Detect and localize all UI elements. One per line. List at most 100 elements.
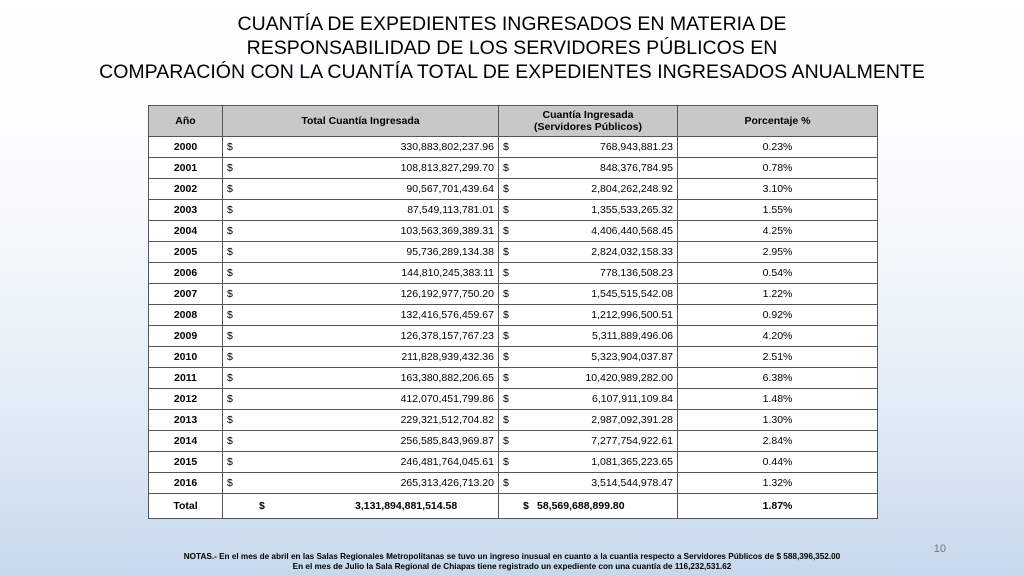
servers-amount: 1,212,996,500.51	[591, 309, 673, 321]
table-row: 2010 $211,828,939,432.36 $5,323,904,037.87…	[148, 346, 878, 368]
title-line-3: COMPARACIÓN CON LA CUANTÍA TOTAL DE EXPE…	[99, 61, 925, 83]
servers-amount: 768,943,881.23	[600, 141, 673, 153]
percent-cell: 0.78%	[677, 157, 878, 179]
total-amount: 103,563,369,389.31	[400, 225, 494, 237]
table-row: 2002 $90,567,701,439.64 $2,804,262,248.92 3…	[148, 178, 878, 200]
year-cell: 2005	[148, 241, 223, 263]
total-amount-cell: $256,585,843,969.87	[222, 430, 499, 452]
table-row: 2013 $229,321,512,704.82 $2,987,092,391.28…	[148, 409, 878, 431]
currency-symbol: $	[503, 330, 509, 342]
year-cell: 2000	[148, 136, 223, 158]
percent-cell: 2.95%	[677, 241, 878, 263]
currency-symbol: $	[227, 414, 233, 426]
header-servers-line-1: Cuantía Ingresada	[542, 109, 634, 121]
total-amount-cell: $87,549,113,781.01	[222, 199, 499, 221]
currency-symbol: $	[227, 456, 233, 468]
percent-cell: 6.38%	[677, 367, 878, 389]
header-year: Año	[148, 105, 223, 137]
year-cell: 2008	[148, 304, 223, 326]
percent-cell: 0.44%	[677, 451, 878, 473]
currency-symbol: $	[503, 456, 509, 468]
table-row: 2000 $330,883,802,237.96 $768,943,881.23 0.…	[148, 136, 878, 158]
servers-amount: 3,514,544,978.47	[591, 477, 673, 489]
currency-symbol: $	[227, 141, 233, 153]
table-row: 2012 $412,070,451,799.86 $6,107,911,109.84…	[148, 388, 878, 410]
currency-symbol: $	[503, 477, 509, 489]
servers-amount: 2,804,262,248.92	[591, 183, 673, 195]
table-row: 2016 $265,313,426,713.20 $3,514,544,978.47…	[148, 472, 878, 494]
currency-symbol: $	[227, 477, 233, 489]
servers-amount-cell: $768,943,881.23	[498, 136, 678, 158]
servers-amount-cell: $2,987,092,391.28	[498, 409, 678, 431]
header-total: Total Cuantía Ingresada	[222, 105, 499, 137]
total-amount: 126,378,157,767.23	[400, 330, 494, 342]
total-amount: 132,416,576,459.67	[400, 309, 494, 321]
servers-amount: 1,545,515,542.08	[591, 288, 673, 300]
table-row: 2014 $256,585,843,969.87 $7,277,754,922.61…	[148, 430, 878, 452]
note-line-2: En el mes de Julio la Sala Regional de C…	[292, 562, 732, 571]
currency-symbol: $	[503, 288, 509, 300]
year-cell: 2003	[148, 199, 223, 221]
currency-symbol: $	[259, 500, 265, 512]
table-row: 2007 $126,192,977,750.20 $1,545,515,542.08…	[148, 283, 878, 305]
servers-amount: 4,406,440,568.45	[591, 225, 673, 237]
servers-amount-cell: $10,420,989,282.00	[498, 367, 678, 389]
total-amount-cell: $126,192,977,750.20	[222, 283, 499, 305]
year-cell: 2011	[148, 367, 223, 389]
amounts-table: Año Total Cuantía Ingresada Cuantía Ingr…	[148, 105, 878, 519]
year-cell: 2015	[148, 451, 223, 473]
currency-symbol: $	[227, 372, 233, 384]
total-amount: 144,810,245,383.11	[401, 267, 494, 279]
total-percent: 1.87%	[677, 493, 878, 519]
currency-symbol: $	[503, 351, 509, 363]
title-line-2: RESPONSABILIDAD DE LOS SERVIDORES PÚBLIC…	[246, 37, 778, 59]
total-amount: 90,567,701,439.64	[406, 183, 494, 195]
title-line-1: CUANTÍA DE EXPEDIENTES INGRESADOS EN MAT…	[237, 13, 787, 35]
percent-cell: 1.48%	[677, 388, 878, 410]
total-amount: 265,313,426,713.20	[400, 477, 494, 489]
total-amount: 126,192,977,750.20	[400, 288, 494, 300]
note-line-1: NOTAS.- En el mes de abril en las Salas …	[183, 552, 841, 561]
servers-amount-cell: $848,376,784.95	[498, 157, 678, 179]
servers-amount: 1,355,533,265.32	[591, 204, 673, 216]
servers-amount-cell: $5,323,904,037.87	[498, 346, 678, 368]
header-servers-line-2: (Servidores Públicos)	[534, 121, 642, 133]
currency-symbol: $	[503, 414, 509, 426]
servers-amount-cell: $3,514,544,978.47	[498, 472, 678, 494]
currency-symbol: $	[523, 500, 529, 512]
table-row: 2006 $144,810,245,383.11 $778,136,508.23 0.…	[148, 262, 878, 284]
currency-symbol: $	[503, 372, 509, 384]
total-amount: 3,131,894,881,514.58	[355, 500, 458, 512]
total-amount: 256,585,843,969.87	[400, 435, 494, 447]
currency-symbol: $	[227, 435, 233, 447]
total-servers-amount: 58,569,688,899.80	[537, 500, 625, 512]
header-percent: Porcentaje %	[677, 105, 878, 137]
percent-cell: 4.25%	[677, 220, 878, 242]
servers-amount: 2,824,032,158.33	[591, 246, 673, 258]
total-amount-cell: $412,070,451,799.86	[222, 388, 499, 410]
currency-symbol: $	[503, 183, 509, 195]
currency-symbol: $	[503, 162, 509, 174]
currency-symbol: $	[503, 267, 509, 279]
year-cell: 2012	[148, 388, 223, 410]
table-row: 2015 $246,481,764,045.61 $1,081,365,223.65…	[148, 451, 878, 473]
currency-symbol: $	[503, 225, 509, 237]
total-amount-cell: $126,378,157,767.23	[222, 325, 499, 347]
total-amount-cell: $265,313,426,713.20	[222, 472, 499, 494]
servers-amount: 5,311,889,496.06	[592, 330, 673, 342]
table-row: 2003 $87,549,113,781.01 $1,355,533,265.32 1…	[148, 199, 878, 221]
table-row: 2004 $103,563,369,389.31 $4,406,440,568.45…	[148, 220, 878, 242]
year-cell: 2013	[148, 409, 223, 431]
total-label: Total	[148, 493, 223, 519]
percent-cell: 1.55%	[677, 199, 878, 221]
page-number: 10	[933, 543, 946, 555]
servers-amount: 5,323,904,037.87	[591, 351, 673, 363]
total-row: Total $ 3,131,894,881,514.58 $ 58,569,68…	[148, 493, 878, 519]
servers-amount-cell: $1,355,533,265.32	[498, 199, 678, 221]
servers-amount-cell: $778,136,508.23	[498, 262, 678, 284]
year-cell: 2004	[148, 220, 223, 242]
notes: NOTAS.- En el mes de abril en las Salas …	[0, 552, 1024, 572]
percent-cell: 0.54%	[677, 262, 878, 284]
percent-cell: 0.23%	[677, 136, 878, 158]
slide-title: CUANTÍA DE EXPEDIENTES INGRESADOS EN MAT…	[0, 12, 1024, 84]
